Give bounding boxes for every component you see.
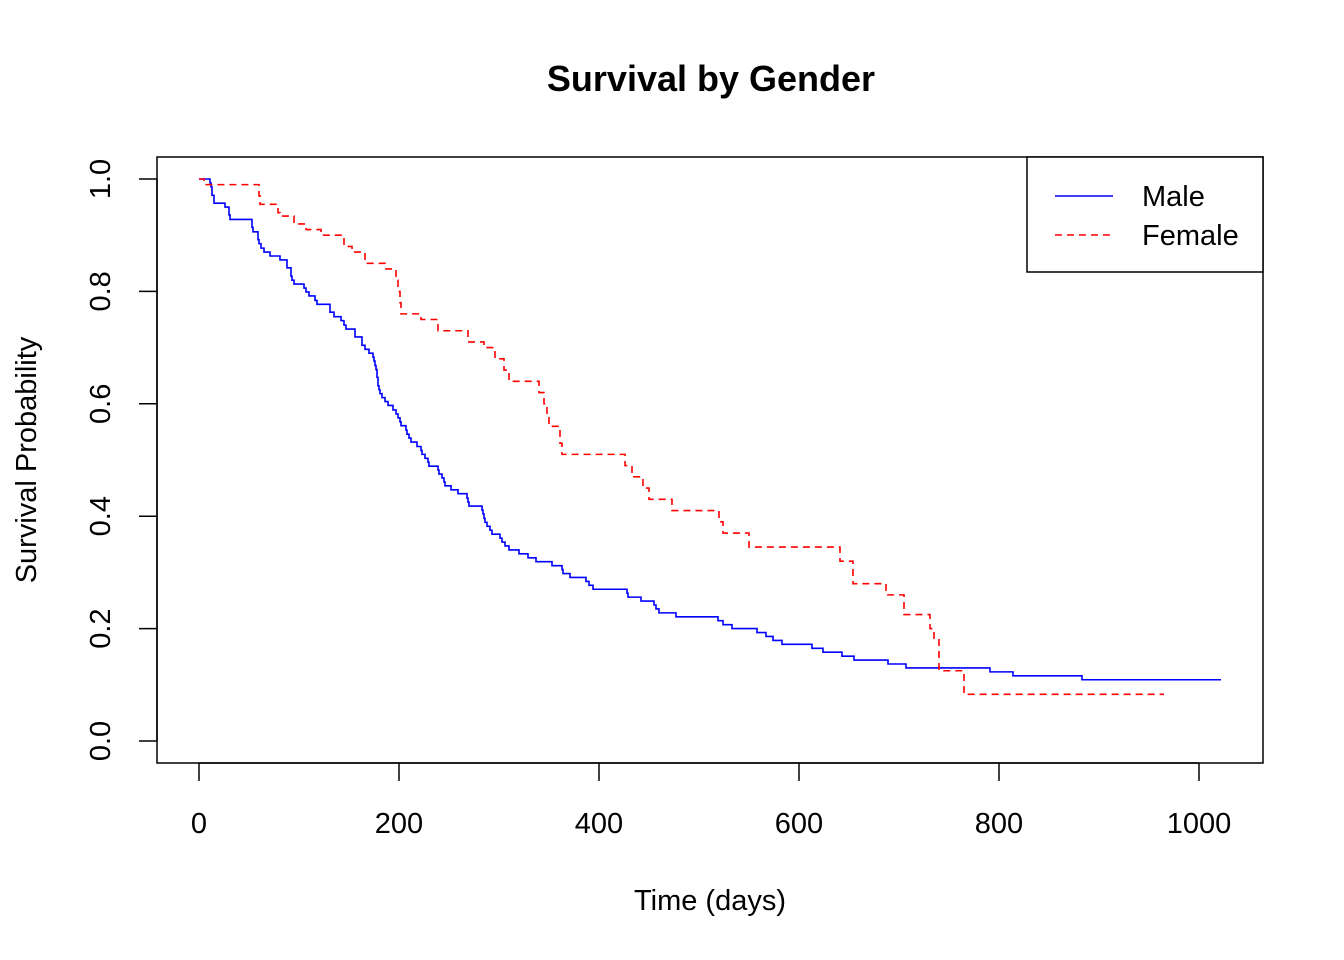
x-tick-label: 400 bbox=[575, 808, 623, 840]
chart-title: Survival by Gender bbox=[547, 58, 875, 99]
y-tick-label: 0.8 bbox=[85, 271, 117, 311]
y-axis-label: Survival Probability bbox=[11, 336, 43, 583]
x-tick-label: 0 bbox=[191, 808, 207, 840]
legend-box bbox=[1026, 156, 1264, 273]
legend-label-male: Male bbox=[1142, 181, 1205, 213]
y-axis: 0.0 0.2 0.4 0.6 0.8 1.0 bbox=[85, 159, 158, 761]
legend-label-female: Female bbox=[1142, 220, 1239, 252]
y-tick-label: 0.4 bbox=[85, 496, 117, 536]
series-line-male bbox=[199, 178, 1221, 681]
x-tick-label: 800 bbox=[975, 808, 1023, 840]
x-axis-label: Time (days) bbox=[634, 885, 786, 917]
y-tick-label: 0.2 bbox=[85, 608, 117, 648]
y-tick-label: 0.6 bbox=[85, 384, 117, 424]
series-layer bbox=[199, 178, 1221, 696]
x-tick-label: 200 bbox=[375, 808, 423, 840]
series-line-female bbox=[199, 178, 1164, 696]
y-tick-label: 0.0 bbox=[85, 721, 117, 761]
y-tick-label: 1.0 bbox=[85, 159, 117, 199]
x-axis: 0 200 400 600 800 1000 bbox=[191, 762, 1232, 840]
legend: Male Female bbox=[1026, 156, 1264, 273]
x-tick-label: 1000 bbox=[1167, 808, 1232, 840]
x-tick-label: 600 bbox=[775, 808, 823, 840]
